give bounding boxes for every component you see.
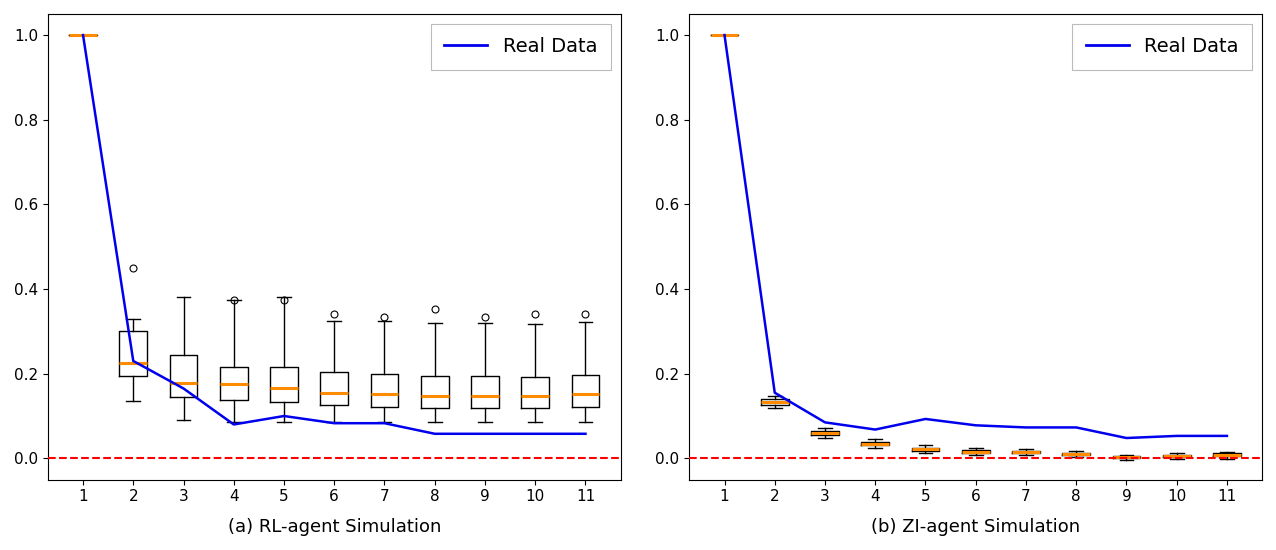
- X-axis label: (a) RL-agent Simulation: (a) RL-agent Simulation: [227, 518, 441, 536]
- Legend: Real Data: Real Data: [1072, 24, 1252, 70]
- Legend: Real Data: Real Data: [431, 24, 611, 70]
- X-axis label: (b) ZI-agent Simulation: (b) ZI-agent Simulation: [872, 518, 1081, 536]
